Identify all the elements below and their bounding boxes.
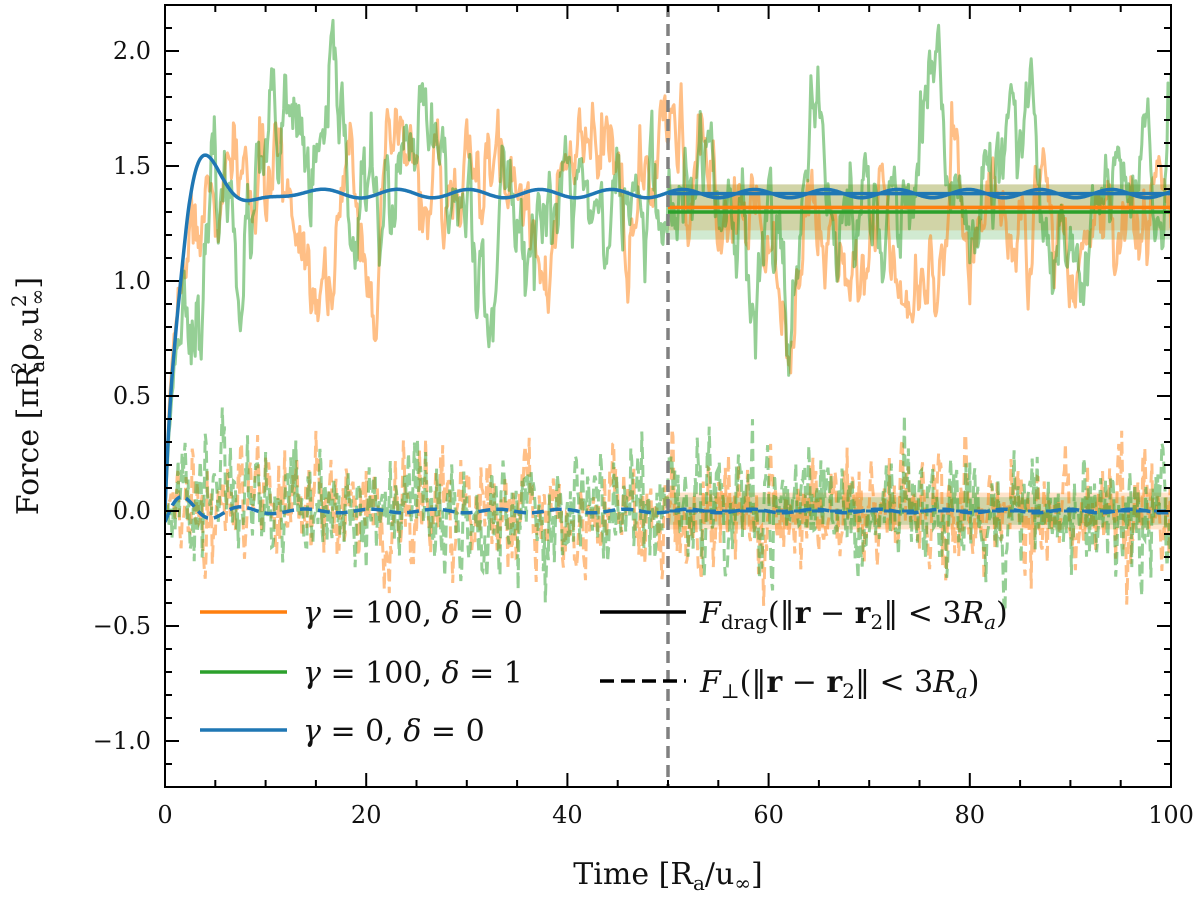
- y-tick-label: 0.5: [113, 382, 151, 410]
- legend-label-gamma0-delta0: γ = 0, δ = 0: [303, 714, 485, 749]
- y-tick-label: 0.0: [113, 497, 151, 525]
- y-tick-label: −1.0: [93, 727, 151, 755]
- y-tick-label: 1.0: [113, 267, 151, 295]
- axis-ticks: [164, 5, 1172, 787]
- x-axis-label: Time [Ra/u∞]: [573, 857, 762, 895]
- y-axis-label: Force [πR2aρ∞u2∞]: [7, 277, 49, 515]
- x-tick-label: 60: [753, 801, 784, 829]
- legend-label-perp: F⊥(‖r − r2‖ < 3Ra): [699, 665, 979, 703]
- y-tick-label: −0.5: [93, 612, 151, 640]
- legend-label-gamma100-delta1: γ = 100, δ = 1: [303, 656, 523, 691]
- x-tick-label: 80: [955, 801, 986, 829]
- x-tick-label: 0: [157, 801, 172, 829]
- x-tick-label: 100: [1148, 801, 1194, 829]
- y-tick-label: 1.5: [113, 152, 151, 180]
- perp-series-line: [165, 428, 1171, 606]
- x-tick-label: 40: [552, 801, 583, 829]
- plot-area: [165, 5, 1171, 787]
- tick-labels: 0 20 40 60 80 100 −1.0 −0.5 0.0 0.5 1.0 1.5 2.0: [93, 37, 1194, 829]
- legend-label-gamma100-delta0: γ = 100, δ = 0: [303, 596, 523, 631]
- y-tick-label: 2.0: [113, 37, 151, 65]
- plot-frame: [164, 4, 1172, 788]
- perp-series-line: [165, 407, 1171, 616]
- x-tick-label: 20: [351, 801, 382, 829]
